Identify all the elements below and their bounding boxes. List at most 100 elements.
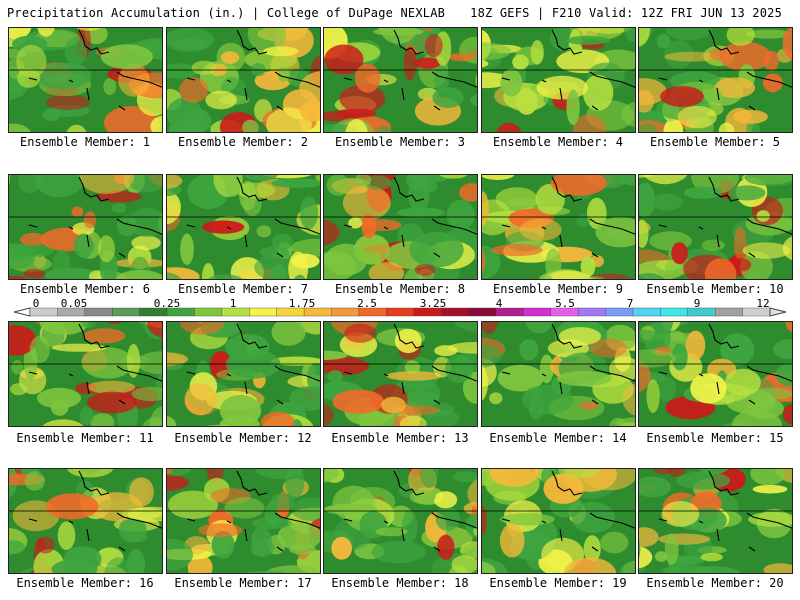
colorbar-swatch [577, 307, 607, 317]
colorbar-swatch [468, 307, 497, 317]
colorbar-min-arrow [13, 307, 31, 317]
colorbar-swatch [194, 307, 223, 317]
ensemble-member-label: Ensemble Member: 20 [646, 576, 784, 590]
ensemble-member-label: Ensemble Member: 4 [492, 135, 624, 149]
precipitation-field [324, 322, 477, 426]
ensemble-member-label: Ensemble Member: 8 [334, 282, 466, 296]
coastline [658, 470, 792, 552]
coastline [343, 470, 477, 552]
colorbar-swatch [386, 307, 415, 317]
coastline [658, 323, 792, 405]
coastline [28, 176, 162, 258]
coastline [186, 470, 320, 552]
precipitation-field [482, 175, 635, 279]
ensemble-member-map [166, 174, 321, 280]
coastline [343, 176, 477, 258]
colorbar-tick-label: 0.05 [60, 297, 88, 310]
ensemble-member-label: Ensemble Member: 5 [649, 135, 781, 149]
precipitation-field [482, 469, 635, 573]
ensemble-member-label: Ensemble Member: 11 [16, 431, 154, 445]
ensemble-member-map [323, 468, 478, 574]
colorbar-tick-label: 2.5 [357, 297, 377, 310]
ensemble-member-label: Ensemble Member: 2 [177, 135, 309, 149]
coastline [28, 29, 162, 111]
colorbar-tick-label: 1.75 [288, 297, 316, 310]
colorbar-swatch [331, 307, 360, 317]
ensemble-member-map [166, 468, 321, 574]
precipitation-field [9, 322, 162, 426]
colorbar-swatch [249, 307, 278, 317]
ensemble-member-map [8, 468, 163, 574]
ensemble-member-map [638, 468, 793, 574]
coastline [658, 29, 792, 111]
colorbar-tick-label: 1 [229, 297, 237, 310]
precipitation-field [167, 469, 320, 573]
coastline [501, 470, 635, 552]
colorbar-tick-label: 0 [32, 297, 40, 310]
colorbar-max-arrow [769, 307, 787, 317]
ensemble-member-map [481, 468, 636, 574]
precipitation-field [167, 175, 320, 279]
ensemble-member-label: Ensemble Member: 7 [177, 282, 309, 296]
precipitation-colorbar [13, 307, 787, 317]
colorbar-swatch [632, 307, 661, 317]
precipitation-field [482, 322, 635, 426]
precipitation-field [167, 28, 320, 132]
coastline [186, 29, 320, 111]
ensemble-member-label: Ensemble Member: 9 [492, 282, 624, 296]
precipitation-field [639, 175, 792, 279]
ensemble-member-label: Ensemble Member: 1 [19, 135, 151, 149]
ensemble-member-map [638, 321, 793, 427]
colorbar-tick-label: 3.25 [419, 297, 447, 310]
coastline [343, 323, 477, 405]
ensemble-member-label: Ensemble Member: 3 [334, 135, 466, 149]
colorbar-swatch [523, 307, 552, 317]
ensemble-member-map [166, 27, 321, 133]
ensemble-member-label: Ensemble Member: 17 [174, 576, 312, 590]
ensemble-member-map [481, 27, 636, 133]
colorbar-tick-label: 9 [693, 297, 701, 310]
precipitation-field [9, 469, 162, 573]
precipitation-field [324, 469, 477, 573]
coastline [658, 176, 792, 258]
ensemble-member-map [8, 174, 163, 280]
precipitation-field [639, 322, 792, 426]
ensemble-member-map [481, 321, 636, 427]
map-title: Precipitation Accumulation (in.) | Colle… [7, 6, 446, 20]
coastline [186, 323, 320, 405]
ensemble-member-map [481, 174, 636, 280]
colorbar-swatch [660, 307, 689, 317]
precipitation-field [9, 28, 162, 132]
precipitation-field [324, 28, 477, 132]
coastline [343, 29, 477, 111]
ensemble-member-map [638, 174, 793, 280]
precipitation-field [167, 322, 320, 426]
precipitation-field [9, 175, 162, 279]
ensemble-member-map [323, 27, 478, 133]
ensemble-member-label: Ensemble Member: 19 [489, 576, 627, 590]
colorbar-tick-label: 12 [756, 297, 770, 310]
ensemble-member-label: Ensemble Member: 14 [489, 431, 627, 445]
colorbar-swatch [714, 307, 744, 317]
ensemble-member-label: Ensemble Member: 18 [331, 576, 469, 590]
colorbar-swatch [687, 307, 716, 317]
ensemble-member-map [638, 27, 793, 133]
ensemble-member-label: Ensemble Member: 10 [646, 282, 784, 296]
precipitation-field [639, 469, 792, 573]
precipitation-field [639, 28, 792, 132]
precipitation-field [324, 175, 477, 279]
ensemble-member-map [166, 321, 321, 427]
ensemble-member-map [323, 174, 478, 280]
coastline [501, 29, 635, 111]
colorbar-tick-label: 4 [495, 297, 503, 310]
colorbar-swatch [112, 307, 141, 317]
coastline [28, 323, 162, 405]
ensemble-member-label: Ensemble Member: 12 [174, 431, 312, 445]
coastline [501, 176, 635, 258]
ensemble-member-map [8, 321, 163, 427]
ensemble-member-label: Ensemble Member: 15 [646, 431, 784, 445]
colorbar-tick-label: 0.25 [153, 297, 181, 310]
model-run-info: 18Z GEFS | F210 Valid: 12Z FRI JUN 13 20… [470, 6, 782, 20]
colorbar-swatch [84, 307, 113, 317]
coastline [28, 470, 162, 552]
